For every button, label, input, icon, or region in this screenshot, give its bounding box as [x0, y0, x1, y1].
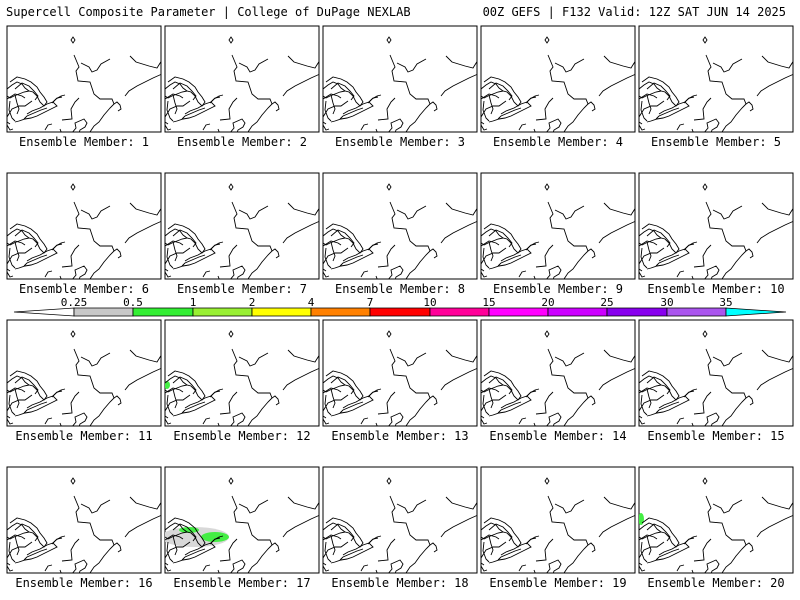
ensemble-panel: Ensemble Member: 10 — [638, 172, 794, 296]
color-scale-segment — [547, 307, 608, 317]
panel-frame — [638, 172, 794, 280]
panel-frame — [164, 25, 320, 133]
panel-frame — [164, 466, 320, 574]
ensemble-panel: Ensemble Member: 3 — [322, 25, 478, 149]
panel-label: Ensemble Member: 8 — [335, 282, 465, 296]
basemap — [639, 477, 793, 573]
ensemble-panel: Ensemble Member: 20 — [638, 466, 794, 590]
color-scale-segment — [132, 307, 194, 317]
color-scale-tick-label: 35 — [719, 296, 732, 309]
panel-label: Ensemble Member: 14 — [489, 429, 626, 443]
panel-label: Ensemble Member: 13 — [331, 429, 468, 443]
panel-frame — [164, 319, 320, 427]
panel-frame — [480, 466, 636, 574]
map-title: Supercell Composite Parameter | College … — [6, 5, 411, 19]
panel-frame — [638, 25, 794, 133]
panel-frame — [164, 172, 320, 280]
panel-label: Ensemble Member: 11 — [15, 429, 152, 443]
ensemble-panel: Ensemble Member: 16 — [6, 466, 162, 590]
panel-frame — [6, 466, 162, 574]
panel-frame — [638, 319, 794, 427]
color-scale-segment — [429, 307, 490, 317]
panel-frame — [480, 172, 636, 280]
color-scale-tick-label: 30 — [660, 296, 673, 309]
panel-frame — [480, 319, 636, 427]
basemap — [165, 477, 319, 573]
color-scale-segment — [606, 307, 668, 317]
ensemble-panel: Ensemble Member: 17 — [164, 466, 320, 590]
color-scale-tick-label: 10 — [423, 296, 436, 309]
panel-label: Ensemble Member: 3 — [335, 135, 465, 149]
panel-frame — [322, 172, 478, 280]
color-scale-segment — [666, 307, 727, 317]
panel-frame — [638, 466, 794, 574]
color-scale-segment — [251, 307, 312, 317]
color-scale-tick-label: 25 — [600, 296, 613, 309]
panel-label: Ensemble Member: 19 — [489, 576, 626, 590]
scp-shading — [165, 381, 170, 389]
valid-time: 00Z GEFS | F132 Valid: 12Z SAT JUN 14 20… — [482, 5, 786, 19]
color-scale-tick-label: 0.5 — [123, 296, 143, 309]
color-scale-tick-label: 20 — [541, 296, 554, 309]
panel-label: Ensemble Member: 9 — [493, 282, 623, 296]
panel-label: Ensemble Member: 10 — [647, 282, 784, 296]
ensemble-panel: Ensemble Member: 11 — [6, 319, 162, 443]
color-scale-tick-label: 7 — [367, 296, 374, 309]
color-scale-segment — [488, 307, 549, 317]
panel-label: Ensemble Member: 1 — [19, 135, 149, 149]
color-scale-tick-label: 0.25 — [61, 296, 88, 309]
color-scale: 0.25 0.5 1 2 4 7 10 15 20 25 30 35 — [13, 296, 787, 317]
ensemble-panel: Ensemble Member: 7 — [164, 172, 320, 296]
ensemble-panel: Ensemble Member: 4 — [480, 25, 636, 149]
ensemble-panel: Ensemble Member: 1 — [6, 25, 162, 149]
color-scale-segment — [310, 307, 371, 317]
ensemble-panel: Ensemble Member: 12 — [164, 319, 320, 443]
color-scale-tick-label: 15 — [482, 296, 495, 309]
ensemble-panel: Ensemble Member: 14 — [480, 319, 636, 443]
panel-frame — [322, 466, 478, 574]
panel-label: Ensemble Member: 20 — [647, 576, 784, 590]
color-scale-segment — [73, 307, 134, 317]
panel-frame — [6, 172, 162, 280]
panel-label: Ensemble Member: 12 — [173, 429, 310, 443]
panel-label: Ensemble Member: 4 — [493, 135, 623, 149]
panel-label: Ensemble Member: 15 — [647, 429, 784, 443]
ensemble-panel: Ensemble Member: 13 — [322, 319, 478, 443]
color-scale-segment — [369, 307, 431, 317]
ensemble-panel: Ensemble Member: 15 — [638, 319, 794, 443]
panel-label: Ensemble Member: 2 — [177, 135, 307, 149]
panel-label: Ensemble Member: 18 — [331, 576, 468, 590]
ensemble-panel: Ensemble Member: 18 — [322, 466, 478, 590]
scp-shading — [179, 527, 199, 533]
panel-label: Ensemble Member: 5 — [651, 135, 781, 149]
panel-frame — [322, 25, 478, 133]
color-scale-tick-label: 1 — [190, 296, 197, 309]
ensemble-panel: Ensemble Member: 9 — [480, 172, 636, 296]
ensemble-panel: Ensemble Member: 6 — [6, 172, 162, 296]
panel-label: Ensemble Member: 16 — [15, 576, 152, 590]
color-scale-tick-label: 2 — [249, 296, 256, 309]
panel-label: Ensemble Member: 17 — [173, 576, 310, 590]
scp-shading — [201, 532, 229, 542]
color-scale-tick-label: 4 — [308, 296, 315, 309]
ensemble-panel: Ensemble Member: 19 — [480, 466, 636, 590]
ensemble-panel: Ensemble Member: 5 — [638, 25, 794, 149]
panel-label: Ensemble Member: 7 — [177, 282, 307, 296]
ensemble-panel: Ensemble Member: 8 — [322, 172, 478, 296]
color-scale-segment — [192, 307, 253, 317]
panel-frame — [6, 319, 162, 427]
panel-frame — [6, 25, 162, 133]
basemap — [165, 330, 319, 426]
panel-frame — [322, 319, 478, 427]
panel-label: Ensemble Member: 6 — [19, 282, 149, 296]
panel-frame — [480, 25, 636, 133]
ensemble-panel: Ensemble Member: 2 — [164, 25, 320, 149]
color-scale-segment — [13, 307, 75, 317]
color-scale-segment — [725, 307, 787, 317]
scp-shading — [165, 527, 229, 547]
